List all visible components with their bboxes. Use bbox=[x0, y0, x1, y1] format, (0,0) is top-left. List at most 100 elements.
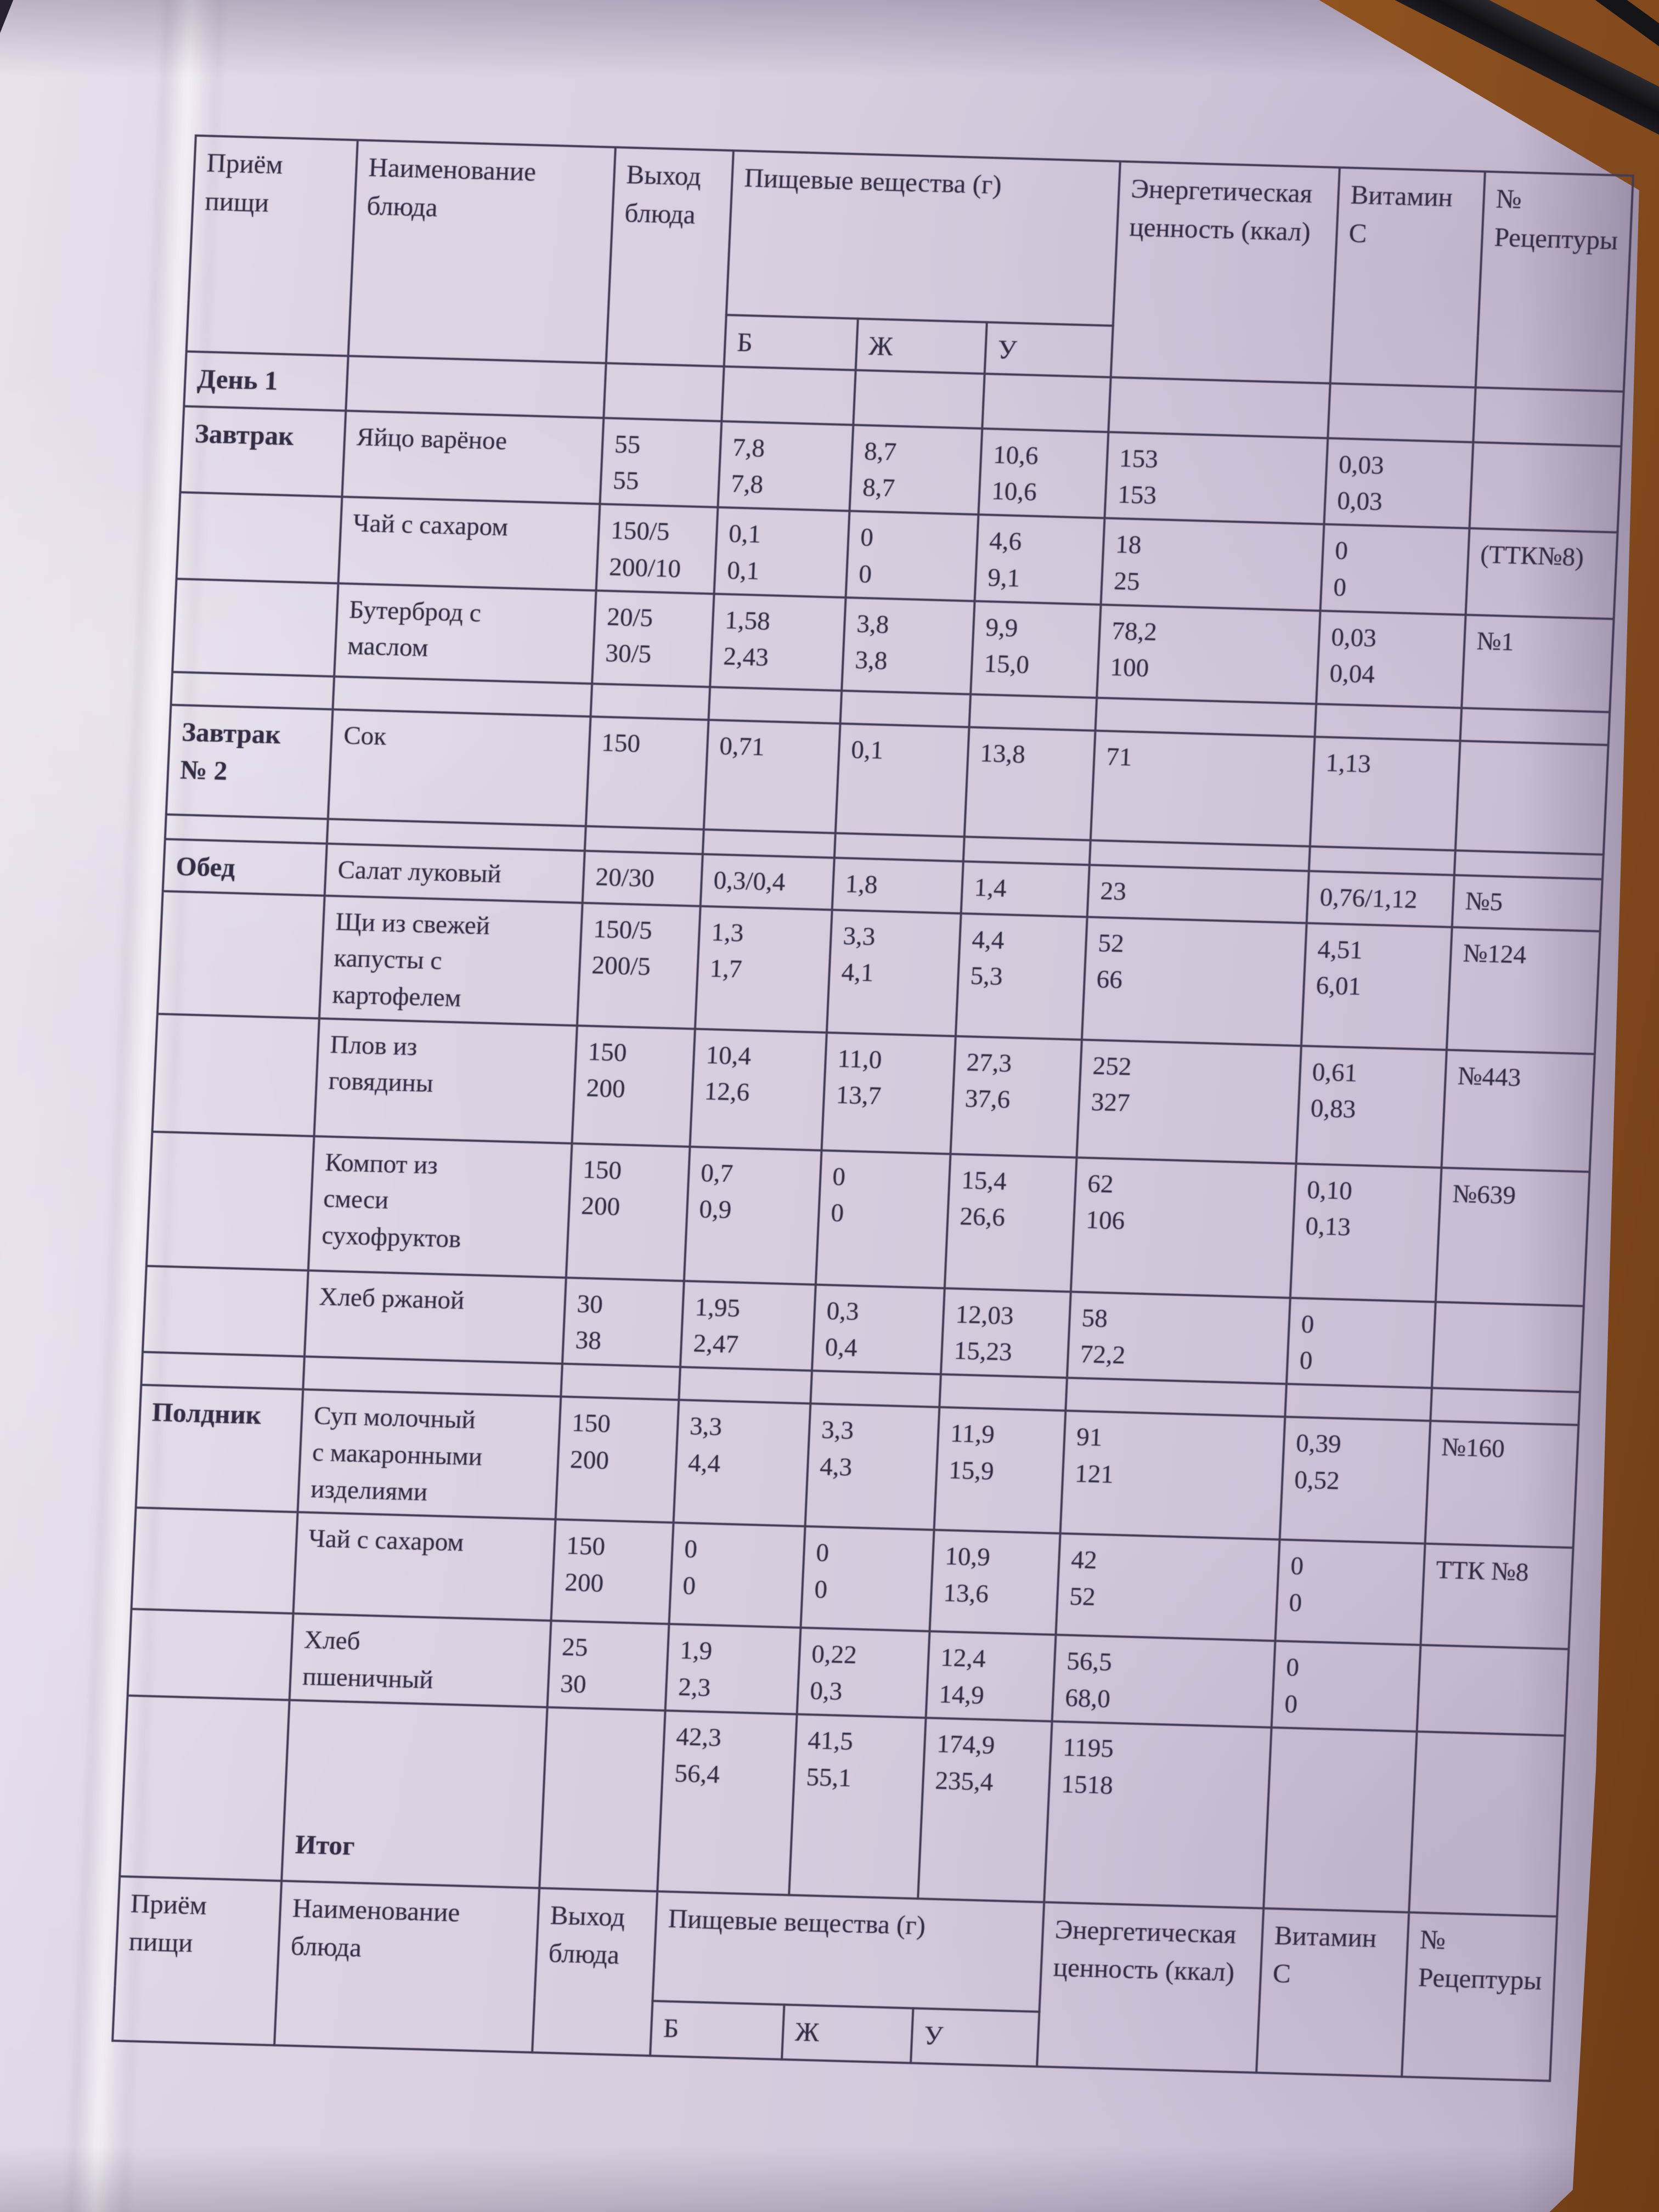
footer-header-carb: У bbox=[911, 2008, 1040, 2067]
cell-out: 150/5 200/5 bbox=[577, 902, 701, 1029]
cell-dish: Плов из говядины bbox=[314, 1018, 577, 1143]
cell-meal bbox=[152, 1013, 319, 1136]
cell-dish: Бутерброд с маслом bbox=[334, 583, 596, 684]
cell-out: 25 30 bbox=[547, 1621, 669, 1711]
cell-kcal: 23 bbox=[1087, 865, 1309, 923]
cell-kcal: 252 327 bbox=[1076, 1039, 1301, 1164]
cell-dish: Суп молочный с макаронными изделиями bbox=[297, 1389, 561, 1520]
cell-f bbox=[853, 370, 985, 428]
cell-meal: Завтрак bbox=[180, 406, 346, 497]
empty-cell bbox=[969, 694, 1097, 731]
cell-kcal: 52 66 bbox=[1081, 916, 1307, 1046]
cell-kcal: 78,2 100 bbox=[1097, 604, 1321, 704]
cell-vitc: 0,03 0,04 bbox=[1316, 610, 1466, 708]
footer-header-vitc: Витамин С bbox=[1256, 1908, 1409, 2077]
total-label: Итог bbox=[281, 1700, 548, 1888]
cell-meal: Полдник bbox=[136, 1385, 303, 1513]
cell-vitc: 0 0 bbox=[1286, 1297, 1436, 1389]
cell-f: 0 0 bbox=[845, 511, 979, 601]
cell-meal bbox=[146, 1131, 314, 1271]
footer-header-rec: № Рецептуры bbox=[1402, 1912, 1558, 2081]
footer-header-protein: Б bbox=[650, 2001, 785, 2059]
menu-table: Приём пищи Наименование блюда Выход блюд… bbox=[111, 134, 1634, 2082]
cell-kcal bbox=[1108, 377, 1330, 438]
cell-f: 0 0 bbox=[800, 1526, 934, 1632]
footer-header-nutrients: Пищевые вещества (г) bbox=[652, 1891, 1045, 2012]
paper-shadow-bottom bbox=[0, 2146, 1639, 2212]
cell-vitc: 0,03 0,03 bbox=[1324, 438, 1474, 528]
cell-rec: №160 bbox=[1425, 1421, 1579, 1548]
cell-b: 0,71 bbox=[703, 719, 840, 833]
cell-f: 3,8 3,8 bbox=[842, 597, 975, 695]
cell-vitc: 0 0 bbox=[1275, 1539, 1425, 1645]
cell-rec: ТТК №8 bbox=[1420, 1544, 1573, 1650]
cell-dish: Яйцо варёное bbox=[342, 410, 604, 504]
cell-out: 150 200 bbox=[555, 1396, 679, 1523]
cell-rec bbox=[1417, 1645, 1569, 1736]
cell-f: 0,1 bbox=[835, 723, 969, 837]
cell-c bbox=[982, 373, 1111, 432]
cell-b: 0,1 0,1 bbox=[714, 507, 850, 597]
footer-header-out: Выход блюда bbox=[532, 1888, 658, 2056]
empty-cell bbox=[1285, 1384, 1432, 1421]
cell-meal bbox=[157, 890, 325, 1019]
cell-b: 7,8 7,8 bbox=[718, 421, 854, 511]
cell-b: 1,58 2,43 bbox=[710, 593, 846, 691]
header-kcal: Энергетическая ценность (ккал) bbox=[1110, 161, 1340, 383]
empty-cell bbox=[561, 1363, 680, 1400]
cell-c: 13,8 bbox=[964, 726, 1096, 840]
empty-cell bbox=[708, 686, 842, 724]
empty-cell bbox=[834, 833, 964, 861]
cell-b: 3,3 4,4 bbox=[673, 1400, 811, 1527]
empty-cell bbox=[1454, 850, 1604, 879]
cell-out bbox=[603, 363, 724, 421]
cell-f: 0,22 0,3 bbox=[797, 1628, 930, 1718]
cell-out: 150 200 bbox=[551, 1519, 674, 1624]
cell-vitc: 0,61 0,83 bbox=[1296, 1046, 1447, 1168]
header-out: Выход блюда bbox=[606, 147, 733, 366]
cell-out: 150 bbox=[585, 716, 709, 830]
cell-f: 41,5 55,1 bbox=[789, 1714, 926, 1899]
cell-vitc: 0,10 0,13 bbox=[1290, 1163, 1442, 1302]
cell-rec: №124 bbox=[1446, 927, 1600, 1054]
cell-b: 1,95 2,47 bbox=[680, 1280, 816, 1371]
cell-c: 174,9 235,4 bbox=[918, 1718, 1052, 1903]
cell-meal bbox=[127, 1609, 294, 1700]
cell-meal bbox=[172, 578, 338, 676]
cell-c: 1,4 bbox=[961, 861, 1090, 917]
cell-b: 42,3 56,4 bbox=[657, 1710, 797, 1895]
cell-dish bbox=[346, 356, 606, 418]
cell-c: 9,9 15,0 bbox=[970, 601, 1101, 698]
cell-f: 11,0 13,7 bbox=[821, 1032, 956, 1154]
cell-dish: Хлеб ржаной bbox=[304, 1270, 566, 1364]
cell-dish: Сок bbox=[328, 709, 591, 826]
footer-header-fat: Ж bbox=[782, 2004, 913, 2063]
footer-header-dish: Наименование блюда bbox=[274, 1881, 540, 2053]
cell-c: 11,9 15,9 bbox=[934, 1407, 1066, 1534]
cell-f: 0,3 0,4 bbox=[811, 1284, 945, 1375]
cell-c: 10,9 13,6 bbox=[929, 1530, 1060, 1635]
cell-vitc: 0 0 bbox=[1271, 1641, 1421, 1732]
empty-cell bbox=[1065, 1378, 1286, 1417]
cell-meal bbox=[120, 1695, 290, 1881]
cell-out: 20/5 30/5 bbox=[592, 590, 714, 687]
cell-kcal: 153 153 bbox=[1104, 432, 1328, 524]
cell-b: 1,3 1,7 bbox=[695, 906, 832, 1032]
cell-rec bbox=[1473, 387, 1624, 447]
empty-cell bbox=[1460, 708, 1610, 745]
cell-kcal: 91 121 bbox=[1060, 1410, 1285, 1540]
cell-c: 4,4 5,3 bbox=[955, 913, 1087, 1040]
cell-f: 8,7 8,7 bbox=[849, 425, 983, 515]
header-nutrients: Пищевые вещества (г) bbox=[726, 150, 1120, 326]
cell-f: 1,8 bbox=[832, 857, 963, 913]
header-rec: № Рецептуры bbox=[1475, 171, 1633, 392]
cell-c: 10,6 10,6 bbox=[978, 428, 1109, 518]
cell-rec: (ТТК№8) bbox=[1465, 528, 1618, 619]
cell-dish: Салат луковый bbox=[324, 843, 585, 903]
cell-vitc: 4,51 6,01 bbox=[1301, 923, 1452, 1050]
cell-b: 10,4 12,6 bbox=[690, 1029, 827, 1150]
cell-meal bbox=[142, 1266, 308, 1357]
empty-cell bbox=[584, 826, 704, 854]
cell-dish: Компот из смеси сухофруктов bbox=[308, 1136, 572, 1278]
